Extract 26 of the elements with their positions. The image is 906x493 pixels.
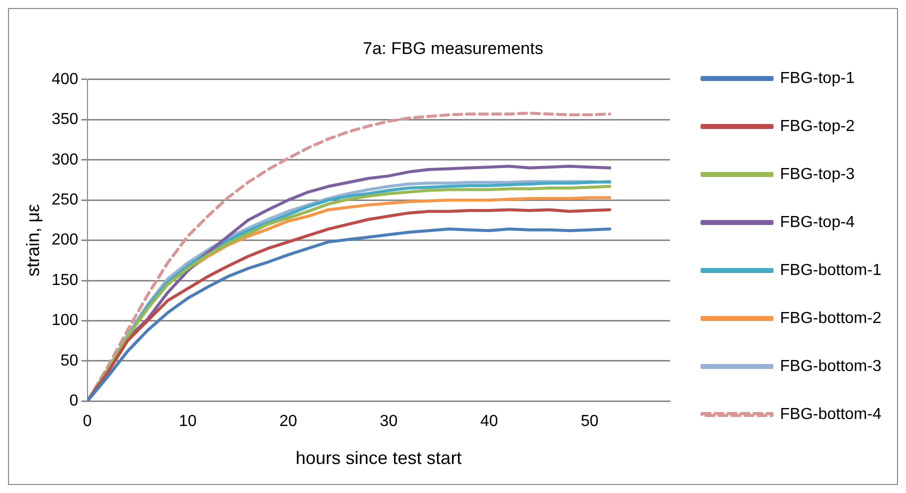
y-axis-title: strain, με: [22, 204, 43, 277]
legend-label: FBG-top-3: [780, 166, 855, 183]
y-tick-label: 400: [52, 70, 78, 88]
legend-label: FBG-top-1: [780, 70, 855, 87]
y-tick-label: 100: [52, 312, 78, 330]
y-tick-label: 50: [60, 352, 78, 370]
y-tick-label: 250: [52, 191, 78, 208]
x-axis-title: hours since test start: [296, 448, 462, 468]
x-tick-label: 50: [580, 413, 599, 430]
y-tick-label: 150: [52, 272, 78, 289]
y-tick-label: 200: [52, 232, 78, 249]
x-tick-label: 40: [480, 413, 498, 430]
x-tick-label: 0: [82, 413, 92, 430]
y-tick-label: 0: [69, 392, 78, 410]
legend-label: FBG-bottom-4: [780, 406, 882, 423]
y-tick-label: 300: [52, 151, 78, 168]
legend-label: FBG-bottom-1: [780, 262, 882, 279]
legend-label: FBG-bottom-2: [780, 310, 882, 327]
x-tick-label: 30: [380, 413, 398, 430]
legend-label: FBG-top-4: [780, 214, 855, 231]
chart-title: 7a: FBG measurements: [362, 38, 544, 58]
legend-label: FBG-bottom-3: [780, 358, 882, 375]
x-tick-label: 20: [279, 413, 298, 430]
x-tick-label: 10: [178, 413, 197, 430]
y-tick-label: 350: [52, 111, 78, 128]
legend-label: FBG-top-2: [780, 118, 855, 135]
